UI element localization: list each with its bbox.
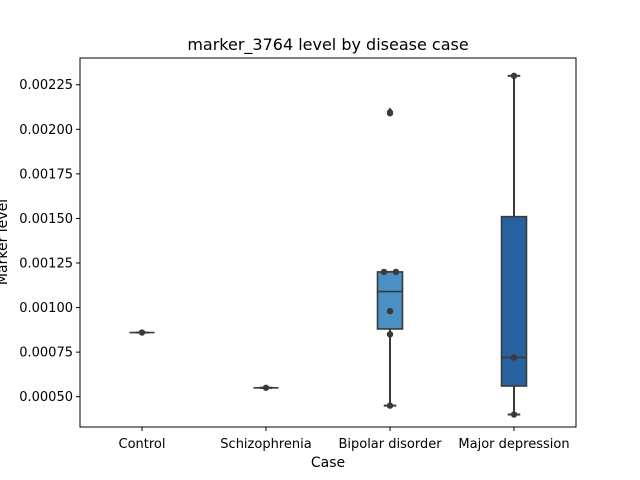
- y-axis-ticks: 0.00050 0.00075 0.00100 0.00125 0.00150 0.001…: [19, 78, 80, 405]
- data-point: [386, 331, 394, 338]
- y-tick-label: 0.00225: [19, 78, 73, 93]
- box-group: [253, 384, 279, 391]
- data-point: [510, 411, 518, 418]
- data-point: [380, 268, 388, 276]
- box-group: [129, 329, 155, 336]
- y-tick-label: 0.00200: [19, 123, 73, 138]
- x-tick-label: Major depression: [458, 437, 569, 452]
- box: [376, 271, 404, 330]
- plot-frame: [79, 57, 577, 428]
- y-tick-label: 0.00150: [19, 212, 73, 227]
- data-point: [392, 268, 400, 276]
- data-point: [386, 402, 394, 409]
- data-point: [386, 307, 394, 315]
- y-tick-label: 0.00050: [19, 390, 73, 405]
- data-point: [510, 72, 518, 80]
- chart-title: marker_3764 level by disease case: [187, 35, 468, 55]
- x-tick-label: Control: [119, 437, 166, 452]
- y-tick-label: 0.00075: [19, 346, 73, 361]
- box-group: [376, 107, 404, 409]
- data-point: [262, 384, 270, 391]
- data-point: [510, 354, 518, 361]
- x-tick-label: Bipolar disorder: [338, 437, 442, 452]
- y-axis-label: Marker level: [0, 199, 11, 285]
- data-point: [386, 110, 394, 117]
- y-tick-label: 0.00100: [19, 301, 73, 316]
- y-tick-label: 0.00125: [19, 257, 73, 272]
- x-axis-ticks: Control Schizophrenia Bipolar disorder Majo…: [119, 427, 570, 452]
- box-group: [500, 72, 528, 418]
- x-axis-label: Case: [311, 455, 345, 471]
- plot-layer: [129, 72, 528, 418]
- data-point: [138, 329, 146, 336]
- y-tick-label: 0.00175: [19, 167, 73, 182]
- x-tick-label: Schizophrenia: [220, 437, 311, 452]
